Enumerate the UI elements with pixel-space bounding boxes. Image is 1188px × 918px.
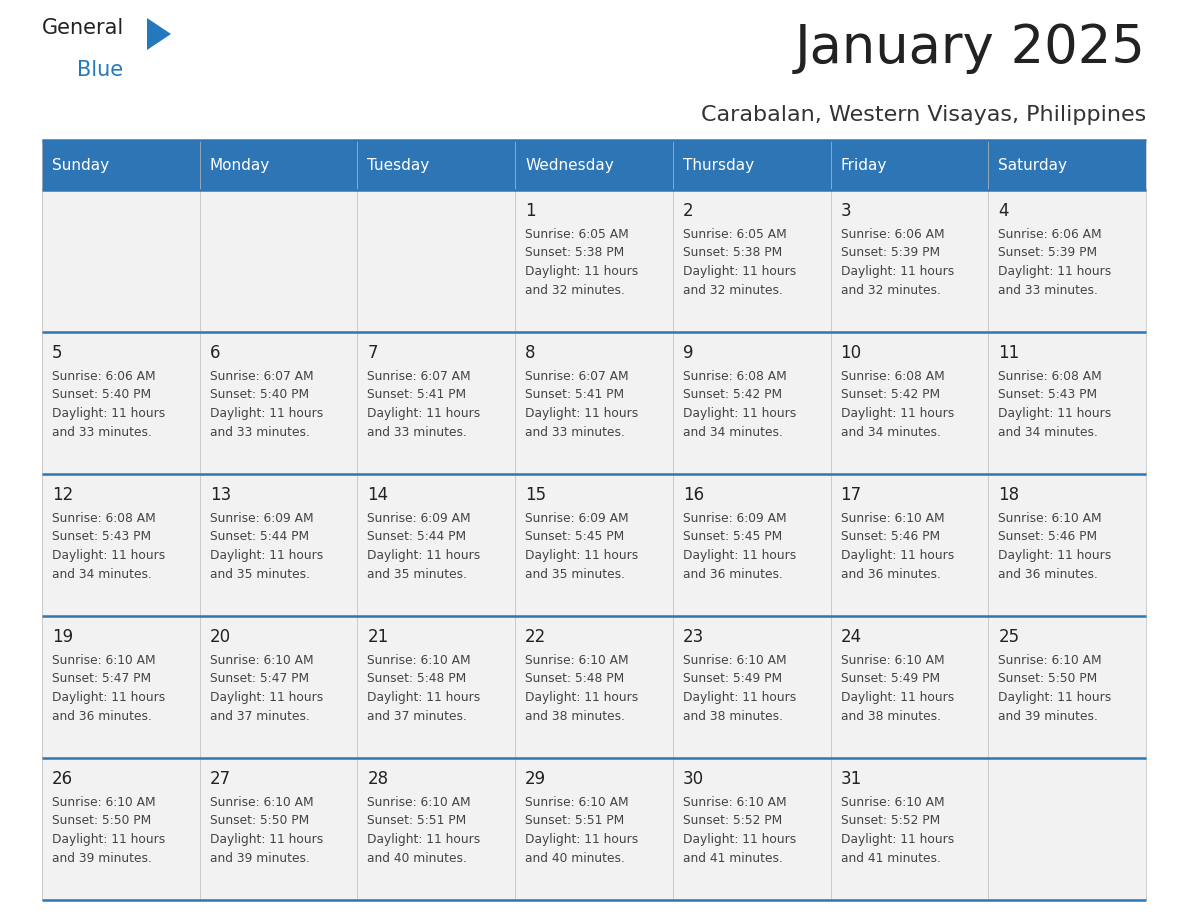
Text: 3: 3: [841, 202, 851, 220]
Text: General: General: [42, 18, 125, 38]
Text: 16: 16: [683, 486, 704, 504]
Text: 23: 23: [683, 628, 704, 646]
Text: 1: 1: [525, 202, 536, 220]
Text: 8: 8: [525, 344, 536, 362]
Text: 30: 30: [683, 770, 704, 788]
Text: Sunrise: 6:10 AM
Sunset: 5:46 PM
Daylight: 11 hours
and 36 minutes.: Sunrise: 6:10 AM Sunset: 5:46 PM Dayligh…: [841, 512, 954, 580]
Text: Sunrise: 6:10 AM
Sunset: 5:49 PM
Daylight: 11 hours
and 38 minutes.: Sunrise: 6:10 AM Sunset: 5:49 PM Dayligh…: [683, 654, 796, 722]
Text: 29: 29: [525, 770, 546, 788]
Text: 31: 31: [841, 770, 861, 788]
Text: Carabalan, Western Visayas, Philippines: Carabalan, Western Visayas, Philippines: [701, 105, 1146, 125]
Bar: [42, 190, 1146, 332]
Text: Sunrise: 6:09 AM
Sunset: 5:45 PM
Daylight: 11 hours
and 35 minutes.: Sunrise: 6:09 AM Sunset: 5:45 PM Dayligh…: [525, 512, 638, 580]
Text: Sunrise: 6:06 AM
Sunset: 5:39 PM
Daylight: 11 hours
and 33 minutes.: Sunrise: 6:06 AM Sunset: 5:39 PM Dayligh…: [998, 228, 1112, 297]
Text: Sunrise: 6:10 AM
Sunset: 5:48 PM
Daylight: 11 hours
and 37 minutes.: Sunrise: 6:10 AM Sunset: 5:48 PM Dayligh…: [367, 654, 481, 722]
Text: 11: 11: [998, 344, 1019, 362]
Text: 7: 7: [367, 344, 378, 362]
Text: Sunrise: 6:10 AM
Sunset: 5:46 PM
Daylight: 11 hours
and 36 minutes.: Sunrise: 6:10 AM Sunset: 5:46 PM Dayligh…: [998, 512, 1112, 580]
Text: Saturday: Saturday: [998, 158, 1067, 173]
Text: Sunrise: 6:07 AM
Sunset: 5:41 PM
Daylight: 11 hours
and 33 minutes.: Sunrise: 6:07 AM Sunset: 5:41 PM Dayligh…: [367, 370, 481, 439]
Text: Sunrise: 6:08 AM
Sunset: 5:42 PM
Daylight: 11 hours
and 34 minutes.: Sunrise: 6:08 AM Sunset: 5:42 PM Dayligh…: [841, 370, 954, 439]
Text: 4: 4: [998, 202, 1009, 220]
Text: Sunrise: 6:10 AM
Sunset: 5:47 PM
Daylight: 11 hours
and 36 minutes.: Sunrise: 6:10 AM Sunset: 5:47 PM Dayligh…: [52, 654, 165, 722]
Text: 27: 27: [210, 770, 230, 788]
Text: 28: 28: [367, 770, 388, 788]
Text: Monday: Monday: [210, 158, 270, 173]
Text: Wednesday: Wednesday: [525, 158, 614, 173]
Text: 24: 24: [841, 628, 861, 646]
Bar: [42, 140, 1146, 190]
Text: 9: 9: [683, 344, 694, 362]
Text: 17: 17: [841, 486, 861, 504]
Text: Blue: Blue: [77, 60, 124, 80]
Text: Sunrise: 6:10 AM
Sunset: 5:52 PM
Daylight: 11 hours
and 41 minutes.: Sunrise: 6:10 AM Sunset: 5:52 PM Dayligh…: [683, 796, 796, 865]
Text: 10: 10: [841, 344, 861, 362]
Text: 25: 25: [998, 628, 1019, 646]
Text: Sunrise: 6:10 AM
Sunset: 5:48 PM
Daylight: 11 hours
and 38 minutes.: Sunrise: 6:10 AM Sunset: 5:48 PM Dayligh…: [525, 654, 638, 722]
Text: 19: 19: [52, 628, 74, 646]
Text: Sunrise: 6:06 AM
Sunset: 5:39 PM
Daylight: 11 hours
and 32 minutes.: Sunrise: 6:06 AM Sunset: 5:39 PM Dayligh…: [841, 228, 954, 297]
Text: Sunrise: 6:10 AM
Sunset: 5:49 PM
Daylight: 11 hours
and 38 minutes.: Sunrise: 6:10 AM Sunset: 5:49 PM Dayligh…: [841, 654, 954, 722]
Text: 5: 5: [52, 344, 63, 362]
Text: Sunrise: 6:07 AM
Sunset: 5:41 PM
Daylight: 11 hours
and 33 minutes.: Sunrise: 6:07 AM Sunset: 5:41 PM Dayligh…: [525, 370, 638, 439]
Text: Sunrise: 6:07 AM
Sunset: 5:40 PM
Daylight: 11 hours
and 33 minutes.: Sunrise: 6:07 AM Sunset: 5:40 PM Dayligh…: [210, 370, 323, 439]
Text: January 2025: January 2025: [795, 22, 1146, 74]
Text: 15: 15: [525, 486, 546, 504]
Text: Sunday: Sunday: [52, 158, 109, 173]
Bar: [42, 332, 1146, 474]
Text: Sunrise: 6:09 AM
Sunset: 5:44 PM
Daylight: 11 hours
and 35 minutes.: Sunrise: 6:09 AM Sunset: 5:44 PM Dayligh…: [367, 512, 481, 580]
Text: Sunrise: 6:10 AM
Sunset: 5:50 PM
Daylight: 11 hours
and 39 minutes.: Sunrise: 6:10 AM Sunset: 5:50 PM Dayligh…: [52, 796, 165, 865]
Text: Sunrise: 6:10 AM
Sunset: 5:50 PM
Daylight: 11 hours
and 39 minutes.: Sunrise: 6:10 AM Sunset: 5:50 PM Dayligh…: [210, 796, 323, 865]
Text: Thursday: Thursday: [683, 158, 754, 173]
Text: Sunrise: 6:10 AM
Sunset: 5:47 PM
Daylight: 11 hours
and 37 minutes.: Sunrise: 6:10 AM Sunset: 5:47 PM Dayligh…: [210, 654, 323, 722]
Text: Friday: Friday: [841, 158, 887, 173]
Text: 6: 6: [210, 344, 220, 362]
Text: Sunrise: 6:05 AM
Sunset: 5:38 PM
Daylight: 11 hours
and 32 minutes.: Sunrise: 6:05 AM Sunset: 5:38 PM Dayligh…: [683, 228, 796, 297]
Text: 26: 26: [52, 770, 74, 788]
Text: 12: 12: [52, 486, 74, 504]
Text: 13: 13: [210, 486, 230, 504]
Text: Sunrise: 6:08 AM
Sunset: 5:42 PM
Daylight: 11 hours
and 34 minutes.: Sunrise: 6:08 AM Sunset: 5:42 PM Dayligh…: [683, 370, 796, 439]
Text: Sunrise: 6:10 AM
Sunset: 5:50 PM
Daylight: 11 hours
and 39 minutes.: Sunrise: 6:10 AM Sunset: 5:50 PM Dayligh…: [998, 654, 1112, 722]
Bar: [42, 758, 1146, 900]
Text: 18: 18: [998, 486, 1019, 504]
Text: Sunrise: 6:10 AM
Sunset: 5:51 PM
Daylight: 11 hours
and 40 minutes.: Sunrise: 6:10 AM Sunset: 5:51 PM Dayligh…: [525, 796, 638, 865]
Text: 21: 21: [367, 628, 388, 646]
Text: Sunrise: 6:10 AM
Sunset: 5:51 PM
Daylight: 11 hours
and 40 minutes.: Sunrise: 6:10 AM Sunset: 5:51 PM Dayligh…: [367, 796, 481, 865]
Bar: [42, 474, 1146, 616]
Text: Sunrise: 6:06 AM
Sunset: 5:40 PM
Daylight: 11 hours
and 33 minutes.: Sunrise: 6:06 AM Sunset: 5:40 PM Dayligh…: [52, 370, 165, 439]
Text: 2: 2: [683, 202, 694, 220]
Bar: [42, 616, 1146, 758]
Text: Sunrise: 6:05 AM
Sunset: 5:38 PM
Daylight: 11 hours
and 32 minutes.: Sunrise: 6:05 AM Sunset: 5:38 PM Dayligh…: [525, 228, 638, 297]
Polygon shape: [147, 18, 171, 50]
Text: Sunrise: 6:08 AM
Sunset: 5:43 PM
Daylight: 11 hours
and 34 minutes.: Sunrise: 6:08 AM Sunset: 5:43 PM Dayligh…: [998, 370, 1112, 439]
Text: Sunrise: 6:09 AM
Sunset: 5:44 PM
Daylight: 11 hours
and 35 minutes.: Sunrise: 6:09 AM Sunset: 5:44 PM Dayligh…: [210, 512, 323, 580]
Text: Sunrise: 6:08 AM
Sunset: 5:43 PM
Daylight: 11 hours
and 34 minutes.: Sunrise: 6:08 AM Sunset: 5:43 PM Dayligh…: [52, 512, 165, 580]
Text: 14: 14: [367, 486, 388, 504]
Text: Tuesday: Tuesday: [367, 158, 430, 173]
Text: 22: 22: [525, 628, 546, 646]
Text: Sunrise: 6:09 AM
Sunset: 5:45 PM
Daylight: 11 hours
and 36 minutes.: Sunrise: 6:09 AM Sunset: 5:45 PM Dayligh…: [683, 512, 796, 580]
Text: 20: 20: [210, 628, 230, 646]
Text: Sunrise: 6:10 AM
Sunset: 5:52 PM
Daylight: 11 hours
and 41 minutes.: Sunrise: 6:10 AM Sunset: 5:52 PM Dayligh…: [841, 796, 954, 865]
